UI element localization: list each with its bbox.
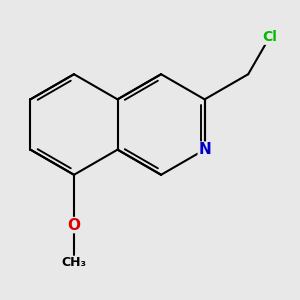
Text: CH₃: CH₃ bbox=[61, 256, 86, 269]
Text: O: O bbox=[68, 218, 80, 232]
Text: N: N bbox=[198, 142, 211, 157]
Text: Cl: Cl bbox=[262, 30, 277, 44]
